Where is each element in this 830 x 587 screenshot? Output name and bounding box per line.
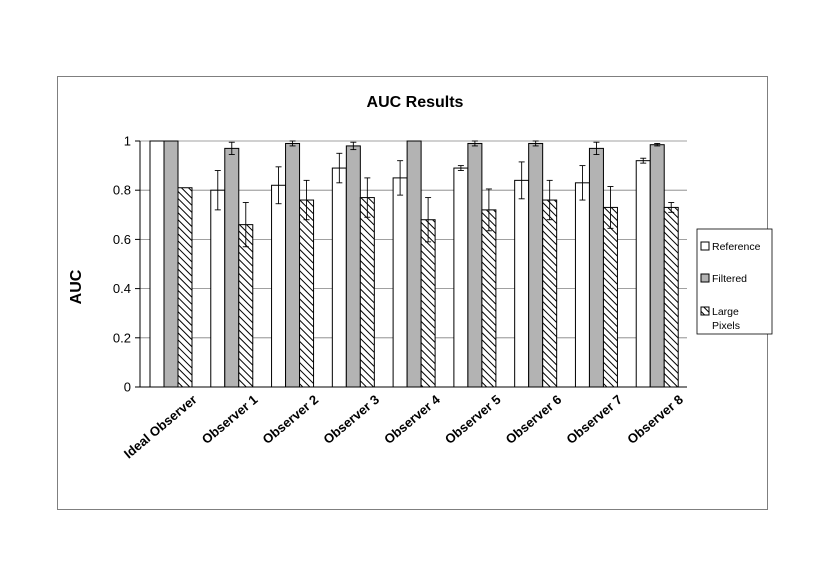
legend-label-large-pixels-line2: Pixels	[712, 320, 740, 332]
error-bar-filtered	[228, 141, 235, 155]
bar-large-pixels	[420, 219, 436, 388]
bar-large-pixels	[177, 187, 193, 388]
bar-filtered	[285, 142, 301, 388]
category-labels: Ideal Observer Observer 1 Observer 2 Observ…	[121, 391, 686, 461]
bar-reference	[210, 189, 226, 388]
bar-large-pixels	[359, 197, 375, 388]
bar-filtered	[467, 142, 483, 388]
error-bar-large-pixels	[364, 177, 371, 218]
bar-large-pixels	[602, 206, 618, 388]
bar-large-pixels	[299, 199, 315, 388]
legend-label-large-pixels-line1: Large	[712, 306, 739, 318]
bar-filtered	[224, 147, 240, 388]
bar-filtered	[345, 145, 361, 388]
error-bar-large-pixels	[242, 202, 249, 248]
bars-layer	[149, 140, 679, 388]
x-category-label: Observer 7	[563, 392, 625, 447]
y-tick-label: 1	[124, 134, 131, 149]
bar-filtered	[649, 144, 665, 388]
x-category-label: Observer 6	[503, 392, 565, 447]
bar-filtered	[528, 142, 544, 388]
error-bar-filtered	[350, 141, 357, 151]
y-tick-label: 0.2	[113, 330, 131, 345]
error-bar-reference	[640, 157, 647, 164]
axes	[135, 140, 687, 388]
bar-large-pixels	[481, 209, 497, 388]
x-category-label: Observer 3	[320, 392, 382, 447]
bar-reference	[271, 184, 287, 388]
error-bar-large-pixels	[425, 197, 432, 243]
x-category-label: Ideal Observer	[121, 392, 200, 462]
legend: Reference Filtered Large Pixels	[696, 228, 773, 335]
bar-large-pixels	[238, 224, 254, 388]
bar-filtered	[406, 140, 422, 388]
error-bar-reference	[457, 165, 464, 171]
legend-label-reference: Reference	[712, 241, 761, 253]
x-category-label: Observer 1	[199, 392, 261, 447]
x-category-label: Observer 5	[442, 392, 504, 447]
legend-swatch-large-pixels	[700, 306, 710, 316]
bar-reference	[392, 177, 408, 388]
bar-filtered	[163, 140, 179, 388]
error-bar-large-pixels	[668, 202, 675, 213]
y-axis-label: AUC	[68, 269, 85, 304]
error-bar-filtered	[471, 140, 478, 147]
error-bars-layer	[214, 140, 675, 248]
x-category-label: Observer 8	[624, 392, 686, 447]
error-bar-reference	[518, 161, 525, 200]
error-bar-filtered	[593, 141, 600, 155]
error-bar-reference	[397, 160, 404, 196]
y-tick-label: 0	[124, 380, 131, 395]
legend-swatch-filtered	[700, 273, 710, 283]
error-bar-filtered	[289, 140, 296, 147]
bar-reference	[514, 179, 530, 388]
error-bar-reference	[579, 165, 586, 201]
y-tick-labels: 0 0.2 0.4 0.6 0.8 1	[113, 134, 131, 395]
error-bar-reference	[336, 152, 343, 184]
error-bar-large-pixels	[546, 179, 553, 221]
error-bar-large-pixels	[303, 179, 310, 221]
legend-swatch-reference	[700, 241, 710, 251]
bar-reference	[331, 167, 347, 388]
error-bar-reference	[214, 170, 221, 211]
bar-large-pixels	[663, 206, 679, 388]
error-bar-large-pixels	[607, 186, 614, 229]
chart-title: AUC Results	[367, 94, 464, 111]
error-bar-reference	[275, 166, 282, 205]
bar-reference	[149, 140, 165, 388]
y-tick-label: 0.4	[113, 281, 131, 296]
bar-reference	[453, 167, 469, 388]
error-bar-filtered	[654, 143, 661, 147]
x-category-label: Observer 2	[260, 392, 322, 447]
error-bar-filtered	[532, 140, 539, 147]
bar-reference	[574, 182, 590, 388]
bar-large-pixels	[542, 199, 558, 388]
y-tick-label: 0.8	[113, 183, 131, 198]
x-category-label: Observer 4	[381, 391, 443, 447]
y-tick-label: 0.6	[113, 232, 131, 247]
error-bar-large-pixels	[485, 188, 492, 232]
bar-filtered	[588, 147, 604, 388]
legend-label-filtered: Filtered	[712, 273, 747, 285]
bar-reference	[635, 160, 651, 388]
